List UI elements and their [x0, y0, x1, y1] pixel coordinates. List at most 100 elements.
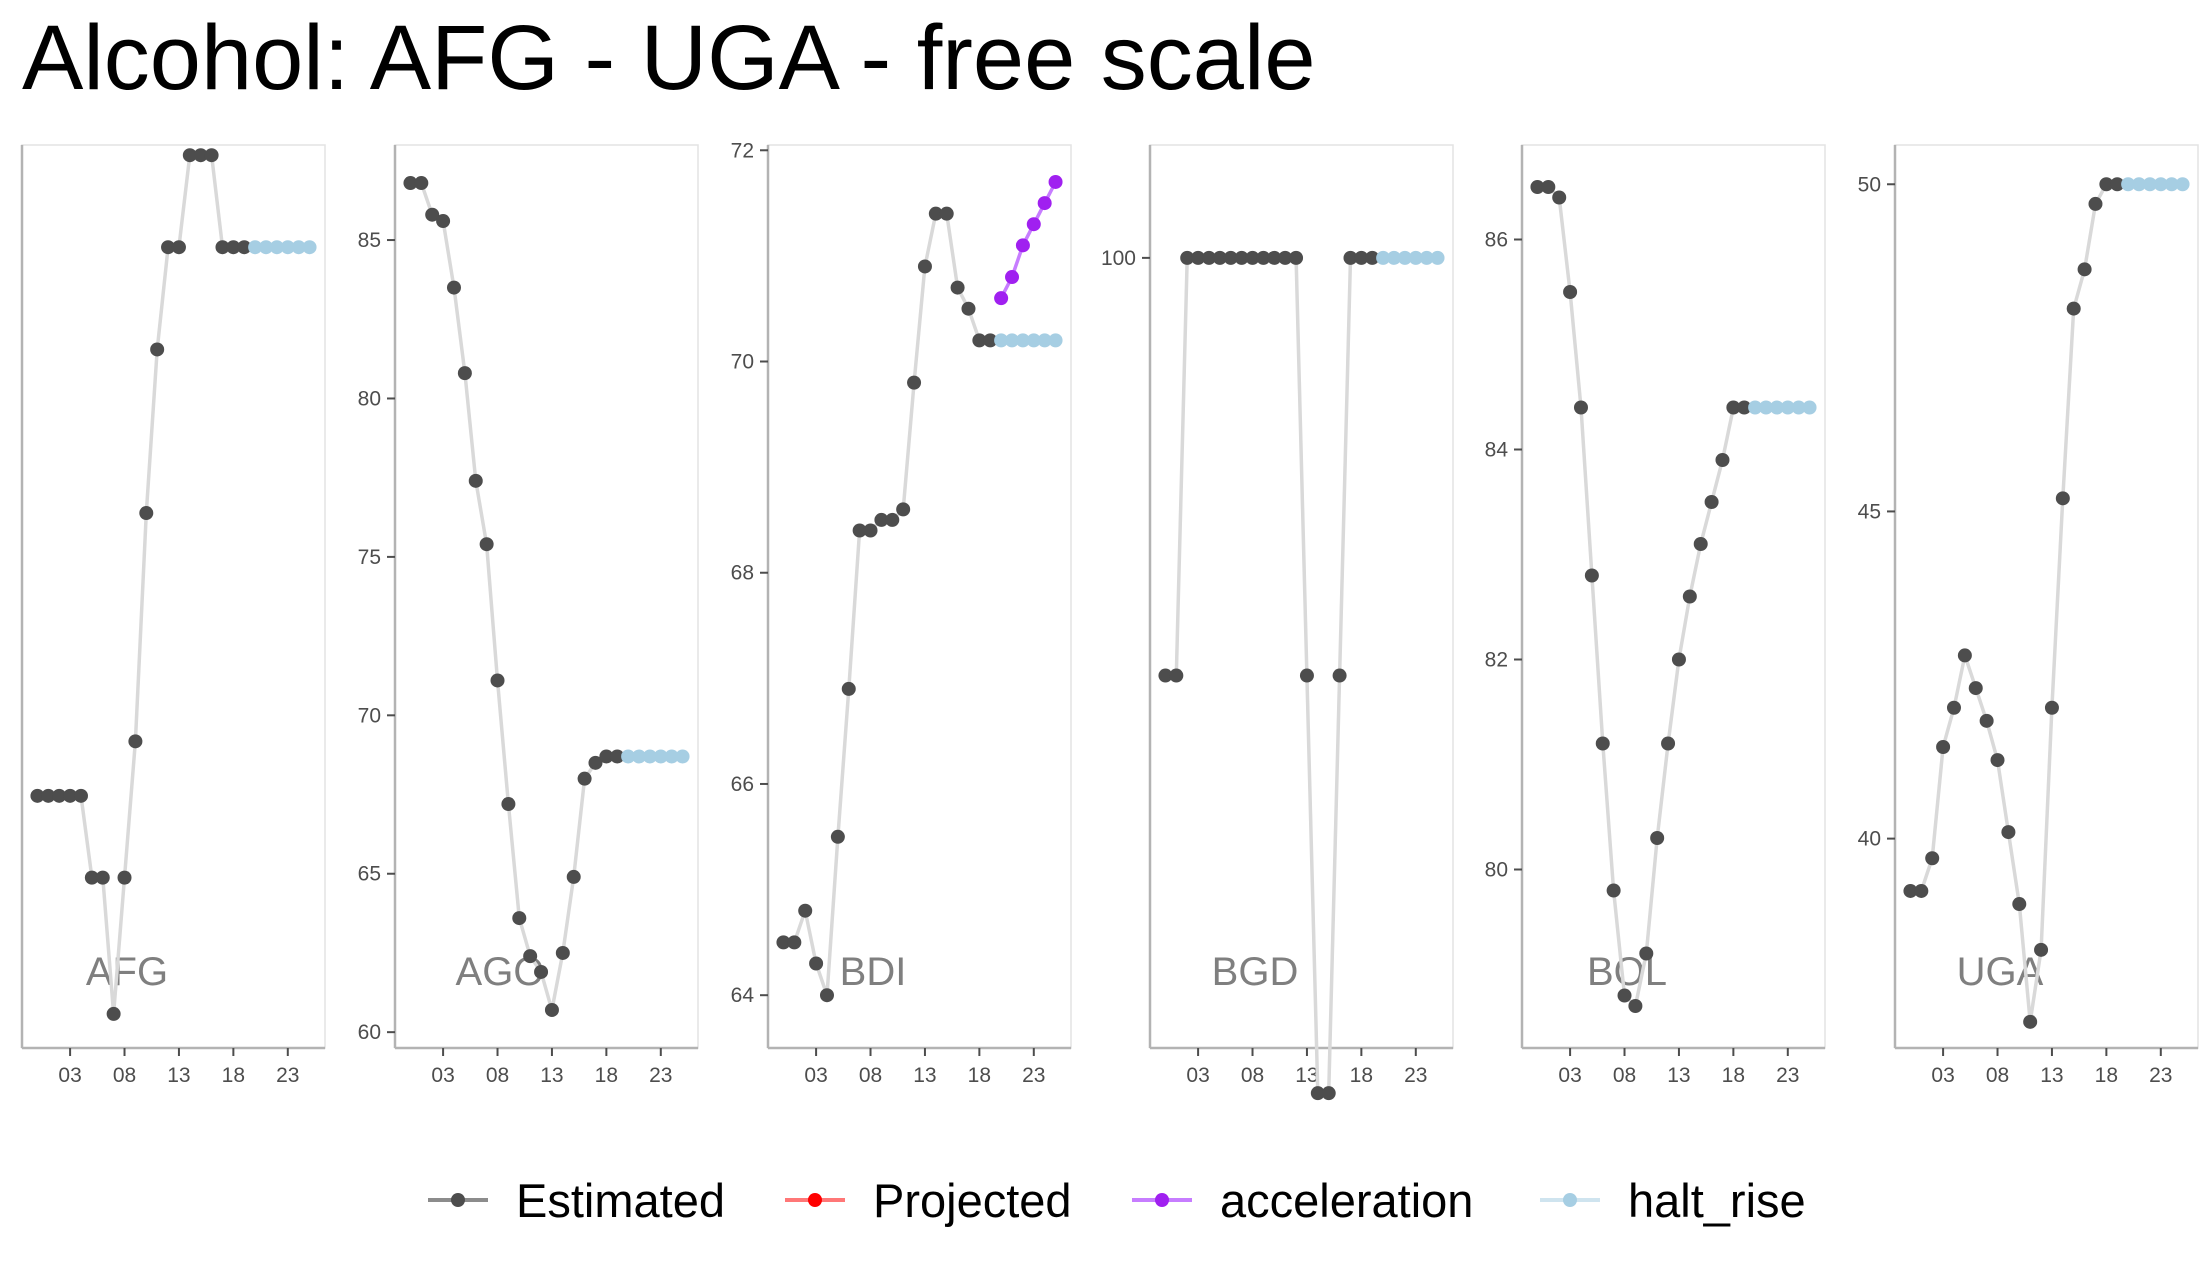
estimated-line	[783, 211, 991, 996]
x-tick-label: 08	[1613, 1064, 1636, 1087]
estimated-point	[1595, 736, 1610, 751]
estimated-point	[1968, 681, 1983, 696]
x-tick-label: 03	[1931, 1064, 1954, 1087]
estimated-point	[544, 1002, 559, 1017]
estimated-point	[1737, 400, 1752, 415]
estimated-point	[117, 870, 132, 885]
estimated-point	[1704, 495, 1719, 509]
x-tick-label: 18	[595, 1064, 618, 1087]
estimated-point	[577, 771, 592, 786]
estimated-point	[874, 512, 889, 527]
legend-key-point	[1155, 1193, 1169, 1207]
estimated-point	[501, 797, 516, 812]
x-tick-label: 03	[1558, 1064, 1581, 1087]
halt-rise-point	[653, 749, 668, 764]
halt-rise-point	[1802, 400, 1817, 415]
halt-rise-point	[259, 240, 274, 255]
estimated-point	[1573, 400, 1588, 415]
estimated-point	[1726, 400, 1741, 415]
x-tick-label: 23	[2149, 1064, 2172, 1087]
estimated-point	[885, 512, 900, 527]
panel-bol: 80 82 84 86 03 08 13 18 23 BOL	[1485, 144, 1826, 1087]
x-tick-label: 23	[1776, 1064, 1799, 1087]
legend-label: acceleration	[1220, 1173, 1474, 1227]
estimated-point	[1223, 250, 1238, 265]
estimated-point	[1530, 180, 1545, 194]
acceleration-point	[1037, 196, 1052, 211]
estimated-point	[961, 301, 976, 316]
x-tick-label: 13	[540, 1064, 563, 1087]
acceleration-point	[1048, 174, 1063, 189]
acceleration-point	[1005, 270, 1020, 285]
halt-rise-point	[1376, 250, 1391, 265]
halt-rise-point	[1408, 250, 1423, 265]
estimated-point	[1563, 285, 1578, 299]
estimated-point	[523, 949, 538, 964]
estimated-point	[928, 206, 943, 221]
x-tick-label: 08	[486, 1064, 509, 1087]
legend-label: Estimated	[516, 1173, 725, 1227]
estimated-point	[798, 903, 813, 918]
legend: Estimated Projected acceleration halt_rise	[0, 1168, 2205, 1232]
halt-rise-point	[1419, 250, 1434, 265]
legend-label: halt_rise	[1628, 1173, 1806, 1227]
halt-rise-point	[632, 749, 647, 764]
halt-rise-point	[248, 240, 263, 255]
estimated-point	[425, 207, 440, 222]
panel-border	[394, 144, 699, 1049]
panel-label: BGD	[1212, 950, 1299, 994]
x-tick-label: 03	[431, 1064, 454, 1087]
x-tick-label: 18	[1722, 1064, 1745, 1087]
estimated-point	[512, 911, 527, 926]
halt-rise-point	[1748, 400, 1763, 415]
estimated-point	[972, 333, 987, 348]
halt-rise-point	[1015, 333, 1030, 348]
estimated-point	[2001, 825, 2016, 840]
estimated-point	[403, 176, 418, 191]
estimated-point	[1267, 250, 1282, 265]
halt-rise-point	[2164, 177, 2179, 192]
estimated-point	[128, 734, 143, 749]
halt-rise-point	[2121, 177, 2136, 192]
panel-afg: 03 08 13 18 23 AFG	[20, 144, 326, 1087]
halt-rise-point	[1791, 400, 1806, 415]
y-tick-label: 70	[731, 351, 754, 374]
estimated-point	[534, 964, 549, 979]
estimated-point	[819, 988, 834, 1003]
panel-uga: 40 45 50 03 08 13 18 23 UGA	[1858, 144, 2199, 1087]
estimated-point	[226, 240, 241, 255]
x-tick-label: 18	[968, 1064, 991, 1087]
estimated-point	[2034, 942, 2049, 957]
estimated-point	[204, 148, 219, 163]
estimated-point	[983, 333, 998, 348]
x-tick-label: 03	[58, 1064, 81, 1087]
halt-rise-point	[2153, 177, 2168, 192]
estimated-point	[1606, 883, 1621, 898]
estimated-point	[1289, 250, 1304, 265]
estimated-point	[610, 749, 625, 764]
estimated-point	[1936, 740, 1951, 754]
estimated-point	[1212, 250, 1227, 265]
y-tick-label: 75	[358, 546, 381, 569]
estimated-point	[1169, 668, 1184, 683]
estimated-point	[63, 788, 78, 803]
estimated-point	[1650, 831, 1665, 845]
acceleration-point	[994, 291, 1009, 306]
halt-rise-point	[621, 749, 636, 764]
estimated-line	[37, 153, 245, 1015]
legend-key	[1540, 1193, 1600, 1207]
estimated-point	[566, 869, 581, 884]
estimated-point	[599, 749, 614, 764]
halt-rise-point	[664, 749, 679, 764]
estimated-point	[2088, 196, 2103, 211]
estimated-point	[1628, 999, 1643, 1013]
x-tick-label: 08	[1986, 1064, 2009, 1087]
estimated-line	[1537, 185, 1745, 1010]
y-tick-label: 65	[358, 863, 381, 886]
x-tick-label: 03	[1186, 1064, 1209, 1087]
estimated-point	[787, 935, 802, 950]
estimated-point	[2110, 177, 2125, 192]
x-tick-label: 08	[859, 1064, 882, 1087]
estimated-point	[1617, 988, 1632, 1003]
